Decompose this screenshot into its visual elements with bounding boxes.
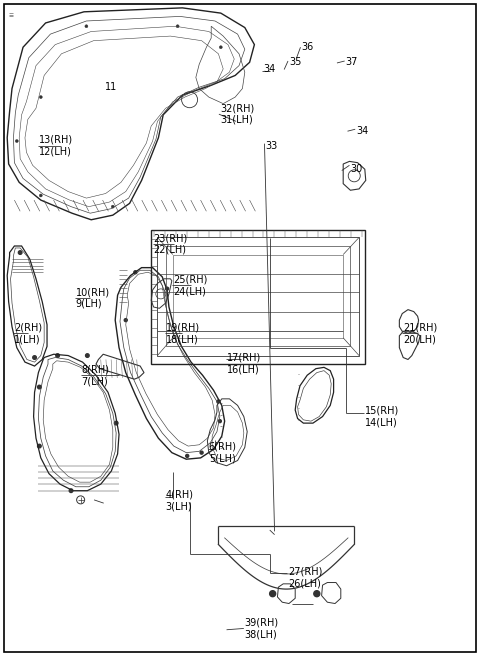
Text: 37: 37 xyxy=(346,57,358,68)
Circle shape xyxy=(219,46,222,49)
Circle shape xyxy=(37,385,41,389)
Circle shape xyxy=(37,444,41,448)
Circle shape xyxy=(56,354,60,358)
Circle shape xyxy=(217,400,220,403)
Circle shape xyxy=(18,251,22,255)
Text: 34: 34 xyxy=(356,126,369,136)
Text: 13(RH)
12(LH): 13(RH) 12(LH) xyxy=(39,135,73,156)
Text: 15(RH)
14(LH): 15(RH) 14(LH) xyxy=(365,406,399,427)
Circle shape xyxy=(85,354,89,358)
Text: 4(RH)
3(LH): 4(RH) 3(LH) xyxy=(166,490,193,511)
Text: 35: 35 xyxy=(289,57,301,68)
Circle shape xyxy=(15,140,18,142)
Text: 25(RH)
24(LH): 25(RH) 24(LH) xyxy=(173,275,207,296)
Circle shape xyxy=(176,25,179,28)
Text: 23(RH)
22(LH): 23(RH) 22(LH) xyxy=(154,234,188,255)
Circle shape xyxy=(314,590,320,597)
Circle shape xyxy=(69,489,73,493)
Text: 17(RH)
16(LH): 17(RH) 16(LH) xyxy=(227,353,261,374)
Circle shape xyxy=(124,319,127,321)
Circle shape xyxy=(200,451,203,454)
Text: 6(RH)
5(LH): 6(RH) 5(LH) xyxy=(209,442,237,463)
Circle shape xyxy=(186,455,189,457)
Text: 11: 11 xyxy=(105,82,117,92)
Circle shape xyxy=(33,356,36,359)
Text: 27(RH)
26(LH): 27(RH) 26(LH) xyxy=(288,567,323,588)
Text: 19(RH)
18(LH): 19(RH) 18(LH) xyxy=(166,323,200,344)
Text: 39(RH)
38(LH): 39(RH) 38(LH) xyxy=(245,618,279,639)
Circle shape xyxy=(39,194,42,197)
Circle shape xyxy=(85,25,88,28)
Text: 32(RH)
31(LH): 32(RH) 31(LH) xyxy=(220,104,254,125)
Circle shape xyxy=(111,205,114,208)
Circle shape xyxy=(218,420,221,422)
Text: 33: 33 xyxy=(265,141,278,152)
Text: 2(RH)
1(LH): 2(RH) 1(LH) xyxy=(14,323,43,344)
Circle shape xyxy=(39,96,42,98)
Text: 8(RH)
7(LH): 8(RH) 7(LH) xyxy=(82,365,109,386)
Circle shape xyxy=(166,287,168,290)
Text: 10(RH)
9(LH): 10(RH) 9(LH) xyxy=(76,287,110,308)
Text: 21(RH)
20(LH): 21(RH) 20(LH) xyxy=(403,323,437,344)
Text: 36: 36 xyxy=(301,42,314,52)
Text: 30: 30 xyxy=(350,163,363,174)
Circle shape xyxy=(134,271,137,274)
Circle shape xyxy=(114,421,118,425)
Text: 34: 34 xyxy=(263,64,276,74)
Circle shape xyxy=(270,590,276,597)
